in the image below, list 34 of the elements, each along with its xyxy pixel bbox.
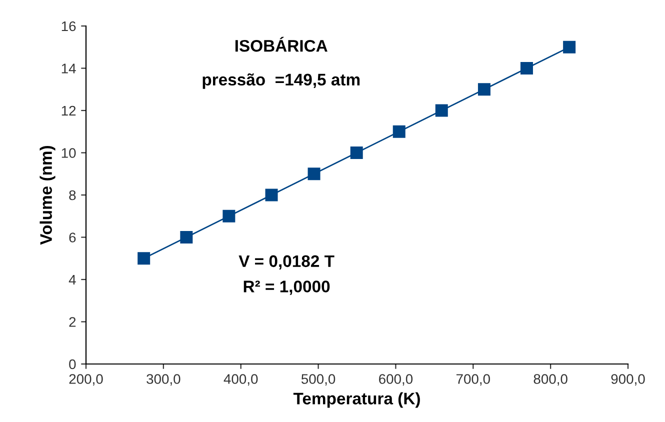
x-tick-label: 800,0 bbox=[534, 374, 568, 386]
point bbox=[180, 231, 193, 244]
point bbox=[265, 188, 278, 202]
x-tick-label: 700,0 bbox=[456, 374, 490, 386]
annotation: V = 0,0182 T bbox=[238, 255, 334, 270]
point bbox=[222, 210, 236, 222]
point bbox=[563, 40, 576, 54]
y-axis-title: Volume (nm) bbox=[40, 146, 56, 245]
y-tick-label: 14 bbox=[62, 64, 76, 74]
y-tick-label: 8 bbox=[69, 190, 76, 200]
x-tick-label: 900,0 bbox=[611, 374, 645, 386]
text: ISOBÁRICA bbox=[235, 36, 328, 52]
y-tick-label: 16 bbox=[62, 21, 76, 32]
y-tick-label: 4 bbox=[68, 274, 76, 285]
x-tick-label: 600,0 bbox=[379, 374, 413, 386]
x-axis-title: Temperatura (K) bbox=[293, 392, 420, 408]
text: pressão =149,5 atm bbox=[202, 73, 360, 89]
point bbox=[435, 104, 448, 117]
point bbox=[138, 252, 150, 265]
y-tick-label: 6 bbox=[69, 232, 76, 242]
point bbox=[392, 125, 406, 138]
y-tick-label: 12 bbox=[62, 106, 76, 116]
y-tick-label: 0 bbox=[69, 359, 76, 370]
point bbox=[308, 168, 320, 180]
x-tick-label: 500,0 bbox=[301, 374, 336, 386]
y-tick-label: 2 bbox=[69, 317, 76, 327]
point bbox=[350, 146, 363, 159]
x-tick-label: 400,0 bbox=[224, 374, 258, 386]
x-tick-label: 300,0 bbox=[146, 374, 180, 386]
annotation: R² = 1,0000 bbox=[244, 280, 330, 295]
point bbox=[520, 62, 533, 74]
point bbox=[478, 83, 490, 96]
y-tick-label: 10 bbox=[62, 148, 76, 158]
x-tick-label: 200,0 bbox=[69, 374, 103, 386]
